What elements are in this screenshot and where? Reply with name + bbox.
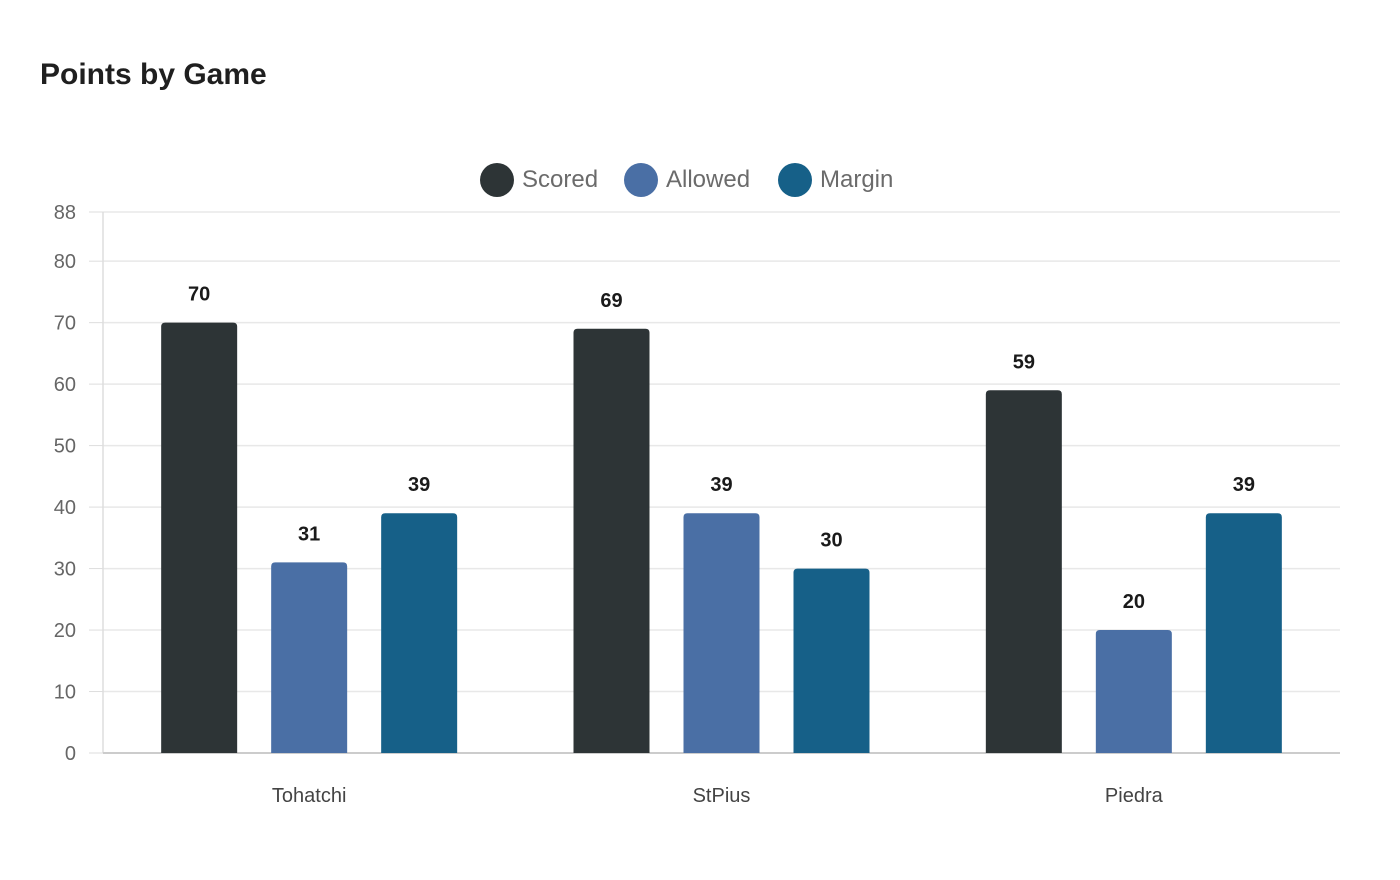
bar-scored-tohatchi — [161, 322, 238, 753]
bar-allowed-tohatchi — [271, 562, 348, 753]
legend-item-scored[interactable]: Scored — [480, 162, 598, 198]
data-label: 69 — [600, 290, 622, 312]
data-label: 30 — [820, 530, 842, 552]
data-label: 59 — [1013, 351, 1035, 373]
y-tick-label: 80 — [54, 251, 76, 273]
y-tick-label: 40 — [54, 497, 76, 519]
y-tick-label: 70 — [54, 313, 76, 335]
data-label: 39 — [1233, 474, 1255, 496]
legend-item-allowed[interactable]: Allowed — [624, 162, 750, 198]
data-label: 39 — [408, 474, 430, 496]
legend-swatch-scored — [480, 163, 514, 197]
legend-swatch-allowed — [624, 163, 658, 197]
bar-margin-piedra — [1205, 513, 1282, 753]
x-tick-label: Piedra — [1105, 785, 1164, 807]
chart-title: Points by Game — [40, 58, 267, 91]
data-label: 20 — [1123, 591, 1145, 613]
y-tick-label: 0 — [65, 743, 76, 765]
bar-allowed-stpius — [683, 513, 760, 753]
bar-margin-stpius — [793, 568, 870, 753]
y-tick-label: 30 — [54, 559, 76, 581]
legend-label-allowed: Allowed — [666, 166, 751, 193]
bar-allowed-piedra — [1095, 630, 1172, 753]
data-label: 31 — [298, 523, 320, 545]
x-tick-label: StPius — [693, 785, 751, 807]
y-tick-label: 20 — [54, 620, 76, 642]
legend-swatch-margin — [778, 163, 812, 197]
legend-item-margin[interactable]: Margin — [778, 162, 893, 198]
y-tick-label: 10 — [54, 682, 76, 704]
y-tick-label: 88 — [54, 202, 76, 224]
x-tick-label: Tohatchi — [272, 785, 347, 807]
bar-margin-tohatchi — [381, 513, 458, 753]
data-label: 39 — [710, 474, 732, 496]
legend-label-margin: Margin — [820, 166, 894, 193]
bar-scored-piedra — [985, 390, 1062, 753]
legend: Scored Allowed Margin — [0, 162, 1400, 198]
legend-label-scored: Scored — [522, 166, 599, 193]
bar-scored-stpius — [573, 328, 650, 753]
data-label: 70 — [188, 284, 210, 306]
y-tick-label: 50 — [54, 436, 76, 458]
y-tick-label: 60 — [54, 374, 76, 396]
